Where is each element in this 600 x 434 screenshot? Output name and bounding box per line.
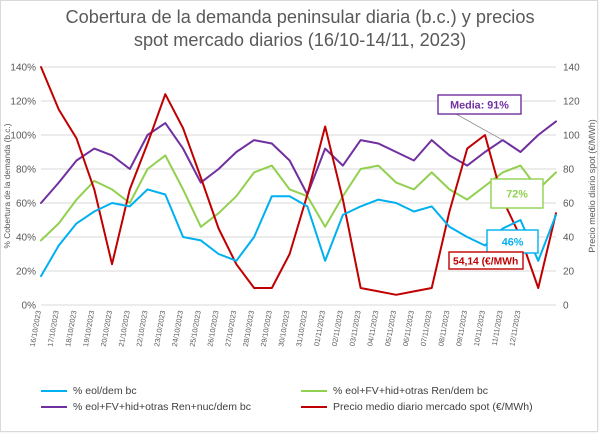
svg-text:0: 0 [563,301,569,312]
svg-text:26/10/2023: 26/10/2023 [205,310,220,348]
svg-text:140%: 140% [10,63,36,74]
svg-text:40%: 40% [16,233,36,244]
svg-text:03/11/2023: 03/11/2023 [348,310,363,347]
svg-text:18/10/2023: 18/10/2023 [63,310,78,348]
svg-text:29/10/2023: 29/10/2023 [259,310,274,348]
svg-text:08/11/2023: 08/11/2023 [436,310,451,347]
svg-text:31/10/2023: 31/10/2023 [294,310,309,348]
svg-text:10/11/2023: 10/11/2023 [472,310,487,347]
svg-text:% Cobertura de la demanda (b.c: % Cobertura de la demanda (b.c.) [2,123,12,248]
svg-text:120%: 120% [10,97,36,108]
svg-text:27/10/2023: 27/10/2023 [223,310,238,348]
svg-text:140: 140 [563,63,580,74]
svg-text:Media: 91%: Media: 91% [450,100,509,112]
svg-text:120: 120 [563,97,580,108]
svg-text:02/11/2023: 02/11/2023 [330,310,345,347]
svg-text:11/11/2023: 11/11/2023 [490,310,505,346]
svg-text:54,14 (€/MWh: 54,14 (€/MWh [453,257,518,268]
svg-text:21/10/2023: 21/10/2023 [117,310,132,348]
svg-text:19/10/2023: 19/10/2023 [81,310,96,348]
svg-text:04/11/2023: 04/11/2023 [365,310,380,347]
svg-text:20: 20 [563,267,575,278]
svg-text:20%: 20% [16,267,36,278]
svg-text:17/10/2023: 17/10/2023 [46,310,61,348]
svg-text:01/11/2023: 01/11/2023 [312,310,327,347]
svg-text:07/11/2023: 07/11/2023 [419,310,434,347]
svg-text:80%: 80% [16,165,36,176]
svg-text:12/11/2023: 12/11/2023 [507,310,522,347]
svg-text:100: 100 [563,131,580,142]
svg-text:40: 40 [563,233,575,244]
svg-text:46%: 46% [502,237,524,249]
svg-text:60: 60 [563,199,575,210]
svg-text:09/11/2023: 09/11/2023 [454,310,469,347]
svg-text:100%: 100% [10,131,36,142]
svg-text:16/10/2023: 16/10/2023 [28,310,43,348]
svg-text:23/10/2023: 23/10/2023 [152,310,167,348]
svg-text:25/10/2023: 25/10/2023 [188,310,203,348]
svg-text:20/10/2023: 20/10/2023 [99,310,114,348]
svg-text:Precio medio diario spot (€/MW: Precio medio diario spot (€/MWh) [587,119,597,253]
svg-text:05/11/2023: 05/11/2023 [383,310,398,347]
svg-text:28/10/2023: 28/10/2023 [241,310,256,348]
svg-text:60%: 60% [16,199,36,210]
svg-text:22/10/2023: 22/10/2023 [134,310,149,348]
svg-text:72%: 72% [506,189,528,201]
svg-text:24/10/2023: 24/10/2023 [170,310,185,348]
svg-text:80: 80 [563,165,575,176]
svg-text:06/11/2023: 06/11/2023 [401,310,416,347]
svg-text:30/10/2023: 30/10/2023 [276,310,291,348]
